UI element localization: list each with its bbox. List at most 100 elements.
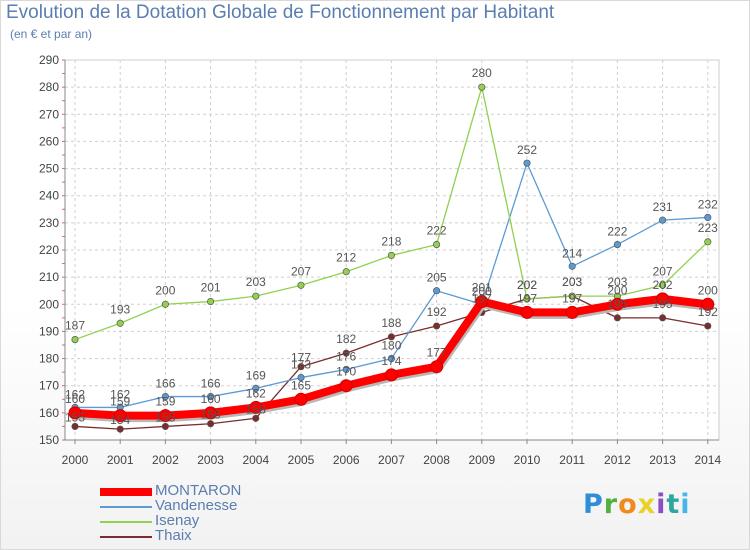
data-label-isenay: 193 [110, 302, 130, 316]
data-label-isenay: 280 [472, 66, 492, 80]
data-label-vandenesse: 162 [65, 387, 85, 401]
legend-label: MONTARON [155, 482, 242, 499]
x-tick-label: 2004 [242, 453, 269, 467]
data-label-thaix: 154 [110, 413, 130, 427]
logo-letter: x [637, 489, 657, 520]
data-label-vandenesse: 231 [653, 200, 673, 214]
data-label-thaix: 192 [427, 305, 447, 319]
data-label-vandenesse: 232 [698, 197, 718, 211]
data-point-isenay [71, 336, 79, 344]
x-tick-label: 2006 [333, 453, 360, 467]
legend-swatch [100, 521, 152, 523]
x-tick-label: 2010 [514, 453, 541, 467]
data-label-vandenesse: 205 [427, 271, 447, 285]
data-label-montaron: 170 [336, 365, 356, 379]
data-point-thaix [704, 322, 712, 330]
data-point-isenay [252, 292, 260, 300]
y-tick-label: 220 [39, 243, 59, 257]
x-tick-label: 2008 [423, 453, 450, 467]
data-point-vandenesse [207, 393, 215, 401]
data-label-isenay: 207 [653, 264, 673, 278]
y-tick-label: 270 [39, 107, 59, 121]
data-point-montaron [520, 305, 534, 319]
data-label-thaix: 155 [65, 410, 85, 424]
x-tick-label: 2002 [152, 453, 179, 467]
legend-label: Isenay [155, 512, 200, 529]
data-label-isenay: 203 [246, 275, 266, 289]
data-label-isenay: 202 [517, 278, 537, 292]
data-point-thaix [433, 322, 441, 330]
y-tick-label: 230 [39, 216, 59, 230]
x-tick-label: 2014 [694, 453, 721, 467]
proxiti-logo: Proxiti [583, 489, 691, 520]
legend-swatch [100, 536, 152, 538]
data-point-isenay [207, 298, 215, 306]
data-label-vandenesse: 180 [381, 339, 401, 353]
data-label-isenay: 203 [562, 275, 582, 289]
x-tick-label: 2009 [468, 453, 495, 467]
data-label-montaron: 160 [65, 392, 85, 406]
data-point-montaron [475, 295, 489, 309]
data-point-vandenesse [704, 213, 712, 221]
data-point-isenay [161, 300, 169, 308]
data-point-montaron [384, 368, 398, 382]
data-point-vandenesse [659, 216, 667, 224]
data-point-thaix [207, 420, 215, 428]
legend-swatch [100, 488, 152, 496]
data-label-montaron: 201 [472, 281, 492, 295]
data-point-montaron [339, 379, 353, 393]
x-tick-label: 2005 [288, 453, 315, 467]
data-point-vandenesse [387, 355, 395, 363]
data-label-thaix: 197 [472, 291, 492, 305]
data-point-thaix [387, 333, 395, 341]
x-tick-label: 2007 [378, 453, 405, 467]
data-label-montaron: 160 [201, 392, 221, 406]
data-label-vandenesse: 173 [291, 358, 311, 372]
data-point-isenay [342, 268, 350, 276]
chart-subtitle: (en € et par an) [10, 27, 93, 41]
data-point-vandenesse [523, 159, 531, 167]
data-point-vandenesse [161, 393, 169, 401]
data-point-vandenesse [297, 374, 305, 382]
data-point-isenay [387, 251, 395, 259]
data-point-vandenesse [252, 384, 260, 392]
data-point-thaix [116, 425, 124, 433]
data-label-thaix: 192 [698, 305, 718, 319]
data-label-vandenesse: 176 [336, 349, 356, 363]
data-label-vandenesse: 162 [110, 387, 130, 401]
x-tick-label: 2000 [62, 453, 89, 467]
data-point-isenay [116, 319, 124, 327]
data-point-montaron [113, 409, 127, 423]
y-tick-label: 190 [39, 324, 59, 338]
data-point-montaron [701, 297, 715, 311]
axes: 150 160 170 180 190 200 210 220 230 240 250 260 270 2… [39, 53, 722, 467]
data-point-montaron [158, 409, 172, 423]
data-point-montaron [430, 360, 444, 374]
legend-swatch [100, 506, 152, 508]
data-point-montaron [204, 406, 218, 420]
data-label-vandenesse: 166 [201, 377, 221, 391]
y-tick-label: 260 [39, 134, 59, 148]
x-tick-label: 2003 [197, 453, 224, 467]
y-tick-label: 160 [39, 406, 59, 420]
data-label-vandenesse: 169 [246, 368, 266, 382]
data-label-thaix: 202 [517, 278, 537, 292]
y-tick-label: 240 [39, 189, 59, 203]
data-label-montaron: 197 [562, 291, 582, 305]
data-point-montaron [656, 292, 670, 306]
data-point-montaron [565, 305, 579, 319]
legend-label: Thaix [155, 527, 192, 544]
data-label-vandenesse: 214 [562, 246, 582, 260]
data-label-thaix: 182 [336, 332, 356, 346]
data-point-thaix [613, 314, 621, 322]
logo-letter: P [583, 489, 604, 520]
logo-letter: r [603, 489, 619, 520]
data-label-thaix: 203 [562, 275, 582, 289]
logo-letter: o [618, 489, 638, 520]
data-label-montaron: 200 [698, 283, 718, 297]
data-label-thaix: 155 [155, 410, 175, 424]
data-label-isenay: 212 [336, 251, 356, 265]
data-label-vandenesse: 166 [155, 377, 175, 391]
data-label-isenay: 222 [427, 224, 447, 238]
x-tick-label: 2011 [559, 453, 585, 467]
